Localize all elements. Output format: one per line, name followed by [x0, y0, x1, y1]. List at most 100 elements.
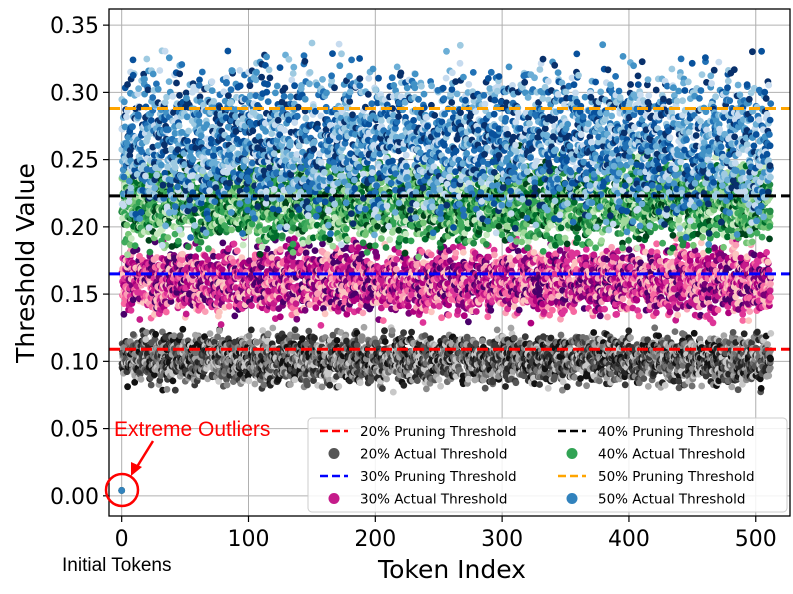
data-point	[248, 302, 255, 309]
data-point	[740, 330, 748, 338]
scatter-points	[118, 39, 775, 494]
data-point	[423, 385, 430, 393]
data-point	[301, 306, 309, 314]
data-point	[671, 328, 679, 335]
data-point	[276, 313, 284, 321]
data-point	[136, 316, 144, 323]
data-point	[214, 333, 222, 341]
data-point	[335, 382, 343, 390]
data-point	[389, 388, 397, 396]
data-point	[590, 329, 598, 336]
data-point	[757, 385, 765, 392]
data-point	[176, 332, 184, 340]
data-point	[171, 386, 179, 394]
data-point	[299, 335, 306, 343]
data-point	[231, 312, 239, 320]
data-point	[304, 381, 311, 389]
data-point	[216, 327, 223, 335]
data-point	[305, 327, 313, 335]
data-point	[169, 377, 177, 385]
data-point	[698, 382, 706, 390]
data-point	[260, 381, 268, 389]
data-point	[215, 377, 223, 385]
data-point	[245, 377, 253, 385]
data-point	[182, 310, 190, 318]
data-point	[627, 334, 634, 342]
data-point	[131, 378, 139, 386]
data-point	[381, 338, 389, 345]
data-point	[360, 323, 368, 331]
data-point	[247, 326, 255, 334]
data-point	[124, 383, 131, 391]
data-point	[728, 383, 736, 391]
data-point	[690, 329, 698, 337]
data-point	[379, 385, 386, 392]
data-point	[211, 338, 218, 346]
data-point	[640, 375, 648, 382]
data-point	[291, 376, 299, 384]
data-point	[291, 326, 299, 334]
data-point	[734, 386, 742, 394]
data-point	[359, 309, 367, 317]
data-point	[644, 383, 652, 390]
data-point	[551, 373, 559, 381]
data-point	[264, 330, 272, 338]
data-point	[767, 330, 775, 337]
data-point	[358, 333, 366, 341]
data-point	[206, 330, 214, 337]
data-point	[269, 324, 277, 332]
data-point	[129, 331, 137, 338]
data-point	[217, 321, 225, 328]
data-point	[688, 382, 696, 390]
data-point	[729, 329, 737, 336]
data-point	[163, 386, 171, 393]
data-point	[661, 382, 669, 389]
data-point	[223, 381, 231, 389]
data-point	[326, 381, 334, 389]
data-point	[236, 370, 244, 378]
data-point	[216, 308, 223, 316]
data-point	[479, 337, 486, 345]
data-point	[400, 329, 407, 337]
data-point	[437, 382, 444, 390]
data-point	[152, 330, 160, 338]
data-point	[502, 383, 509, 390]
data-point	[400, 381, 408, 389]
data-point	[754, 328, 761, 336]
data-point	[201, 308, 209, 315]
data-point	[233, 247, 241, 255]
data-point	[317, 322, 325, 329]
data-point	[311, 334, 318, 342]
data-point	[293, 315, 301, 323]
data-point	[311, 247, 319, 255]
data-point	[388, 327, 396, 335]
data-point	[225, 302, 233, 310]
data-point	[142, 336, 150, 343]
data-point	[251, 380, 259, 388]
data-point	[510, 334, 518, 342]
data-point	[507, 324, 515, 332]
data-point	[435, 376, 443, 383]
data-point	[147, 381, 155, 389]
data-point	[162, 308, 170, 316]
data-point	[767, 355, 774, 363]
data-point	[764, 341, 771, 348]
series-1	[118, 323, 775, 494]
data-point	[302, 249, 310, 257]
data-point	[621, 381, 629, 389]
data-point	[765, 372, 773, 380]
data-point	[465, 375, 472, 383]
data-point	[536, 381, 543, 388]
data-point	[192, 253, 200, 261]
data-point	[137, 375, 145, 383]
data-point	[625, 327, 633, 335]
data-point	[651, 324, 659, 332]
data-point	[563, 383, 571, 391]
data-point	[219, 239, 227, 247]
data-point	[544, 384, 552, 392]
data-point	[312, 304, 320, 312]
data-point	[127, 307, 135, 314]
data-point	[472, 340, 480, 348]
data-point	[151, 371, 158, 378]
